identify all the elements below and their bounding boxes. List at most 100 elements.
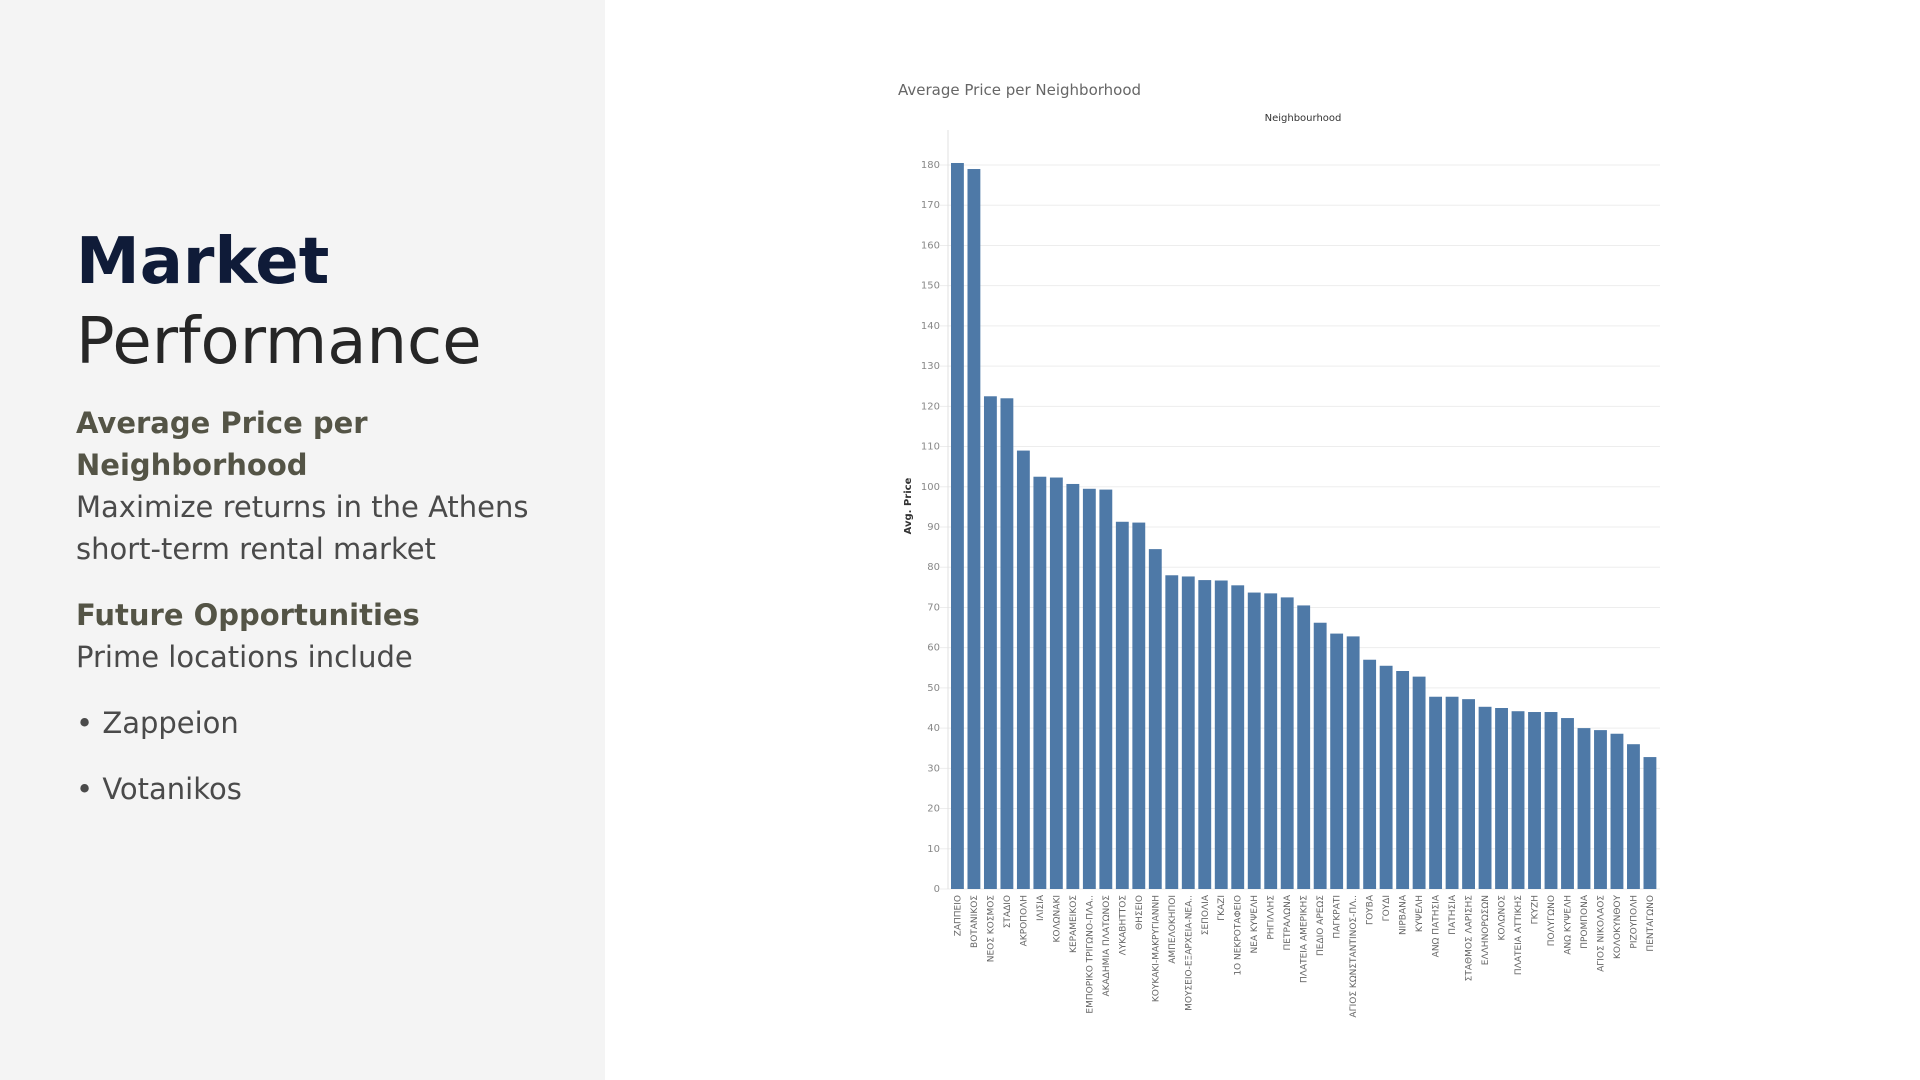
x-tick-labels: ΖΑΠΠΕΙΟ ΒΟΤΑΝΙΚΟΣ ΝΕΟΣ ΚΟΣΜΟΣ ΣΤΑΔΙΟ ΑΚΡΟΠΟΛ…	[953, 894, 1656, 1017]
bar[interactable]	[1396, 671, 1410, 889]
section-body-future: Prime locations include	[76, 640, 413, 674]
bar[interactable]	[1346, 636, 1360, 889]
bar[interactable]	[1528, 712, 1541, 889]
x-tick-label: ΓΟΥΒΑ	[1366, 894, 1376, 925]
y-tick-label: 60	[927, 643, 940, 654]
x-tick-label: ΝΙΡΒΑΝΑ	[1399, 894, 1409, 935]
x-tick-label: ΑΚΡΟΠΟΛΗ	[1019, 895, 1029, 946]
bar[interactable]	[1049, 477, 1063, 889]
y-tick-label: 100	[921, 482, 940, 493]
y-tick-label: 80	[927, 562, 940, 573]
bar[interactable]	[1000, 398, 1014, 889]
bar[interactable]	[1214, 580, 1228, 890]
y-tick-label: 150	[921, 281, 940, 292]
section-heading-average-price: Average Price per Neighborhood	[76, 406, 368, 482]
bar[interactable]	[1544, 712, 1558, 889]
x-tick-label: ΚΟΥΚΑΚΙ-ΜΑΚΡΥΓΙΑΝΝΗ	[1151, 895, 1161, 1002]
bar[interactable]	[1643, 757, 1657, 889]
bar[interactable]	[1132, 522, 1146, 889]
bar[interactable]	[1495, 708, 1508, 889]
bar[interactable]	[1412, 676, 1426, 889]
x-tick-label: ΠΟΛΥΓΩΝΟ	[1547, 895, 1557, 946]
bar[interactable]	[1511, 711, 1525, 889]
bar[interactable]	[1148, 549, 1162, 889]
bar[interactable]	[1231, 585, 1245, 889]
bar[interactable]	[1577, 728, 1591, 889]
bar[interactable]	[1330, 633, 1344, 889]
bar[interactable]	[1561, 718, 1574, 889]
bar[interactable]	[1594, 730, 1607, 889]
bar[interactable]	[1280, 597, 1294, 889]
x-tick-label: ΠΑΤΗΣΙΑ	[1448, 894, 1458, 935]
x-tick-label: 1Ο ΝΕΚΡΟΤΑΦΕΙΟ	[1234, 895, 1244, 976]
y-tick-label: 50	[927, 683, 940, 694]
bar[interactable]	[1429, 696, 1443, 889]
x-tick-label: ΡΙΖΟΥΠΟΛΗ	[1629, 895, 1639, 949]
x-tick-label: ΝΕΑ ΚΥΨΕΛΗ	[1250, 895, 1260, 954]
x-tick-label: ΣΤΑΔΙΟ	[1003, 895, 1013, 928]
bar[interactable]	[1264, 593, 1278, 889]
x-tick-label: ΓΟΥΔΙ	[1382, 895, 1392, 921]
x-tick-label: ΜΟΥΣΕΙΟ-ΕΞΑΡΧΕΙΑ-ΝΕΑ..	[1184, 895, 1194, 1011]
x-tick-label: ΠΕΝΤΑΓΩΝΟ	[1646, 895, 1656, 952]
bar[interactable]	[1165, 575, 1179, 889]
x-tick-label: ΡΗΓΙΛΛΗΣ	[1267, 895, 1277, 940]
y-tick-label: 180	[921, 160, 940, 171]
left-panel: Market Performance Average Price per Nei…	[0, 0, 605, 1080]
bar[interactable]	[1445, 696, 1459, 889]
bar[interactable]	[1115, 521, 1129, 889]
x-tick-label: ΑΝΩ ΠΑΤΗΣΙΑ	[1432, 894, 1442, 957]
section-heading-future: Future Opportunities	[76, 598, 420, 632]
x-tick-label: ΙΛΙΣΙΑ	[1036, 894, 1046, 921]
x-tick-label: ΚΕΡΑΜΕΙΚΟΣ	[1069, 895, 1079, 953]
x-tick-label: ΑΓΙΟΣ ΝΙΚΟΛΑΟΣ	[1596, 895, 1606, 972]
x-tick-label: ΚΟΛΩΝΑΚΙ	[1052, 895, 1062, 942]
bar[interactable]	[1462, 699, 1475, 889]
bar[interactable]	[951, 162, 964, 890]
y-tick-label: 70	[927, 602, 940, 613]
y-tick-label: 130	[921, 361, 940, 372]
x-tick-label: ΑΜΠΕΛΟΚΗΠΟΙ	[1168, 895, 1178, 964]
bar[interactable]	[1313, 622, 1327, 889]
x-tick-label: ΣΕΠΟΛΙΑ	[1201, 894, 1211, 935]
bar[interactable]	[1181, 576, 1195, 889]
bar[interactable]	[1099, 489, 1113, 889]
y-tick-label: 160	[921, 240, 940, 251]
bar[interactable]	[967, 169, 981, 889]
left-content: Market Performance Average Price per Nei…	[76, 222, 536, 810]
bar[interactable]	[1033, 476, 1047, 889]
x-tick-label: ΕΛΛΗΝΟΡΩΣΩΝ	[1481, 895, 1491, 965]
y-tick-label: 170	[921, 200, 940, 211]
bar[interactable]	[1247, 592, 1261, 889]
bar[interactable]	[1016, 450, 1030, 889]
bar[interactable]	[1478, 706, 1492, 889]
bar[interactable]	[983, 396, 997, 889]
y-tick-label: 30	[927, 763, 940, 774]
x-tick-label: ΚΥΨΕΛΗ	[1415, 895, 1425, 932]
title-market: Market	[76, 225, 330, 299]
x-tick-label: ΖΑΠΠΕΙΟ	[953, 895, 963, 936]
bar[interactable]	[1627, 744, 1640, 889]
x-tick-label: ΓΚΥΖΗ	[1531, 895, 1541, 924]
bar[interactable]	[1610, 733, 1624, 889]
section-body-average-price: Maximize returns in the Athens short-ter…	[76, 490, 529, 566]
bar[interactable]	[1082, 488, 1096, 889]
y-tick-label: 20	[927, 804, 940, 815]
bar[interactable]	[1297, 605, 1311, 889]
bar[interactable]	[1363, 659, 1377, 889]
bar[interactable]	[1379, 665, 1393, 889]
y-tick-label: 140	[921, 321, 940, 332]
bar[interactable]	[1066, 483, 1080, 889]
x-tick-label: ΠΛΑΤΕΙΑ ΑΤΤΙΚΗΣ	[1514, 895, 1524, 975]
chart-title: Average Price per Neighborhood	[898, 81, 1141, 99]
bar[interactable]	[1198, 580, 1212, 889]
x-tick-label: ΘΗΣΕΙΟ	[1135, 895, 1145, 930]
x-tick-label: ΠΕΔΙΟ ΑΡΕΩΣ	[1316, 895, 1326, 956]
bars	[951, 162, 1657, 890]
y-tick-label: 40	[927, 723, 940, 734]
section-future-opportunities: Future Opportunities Prime locations inc…	[76, 594, 536, 678]
x-tick-label: ΓΚΑΖΙ	[1217, 895, 1227, 921]
y-tick-label: 90	[927, 522, 940, 533]
